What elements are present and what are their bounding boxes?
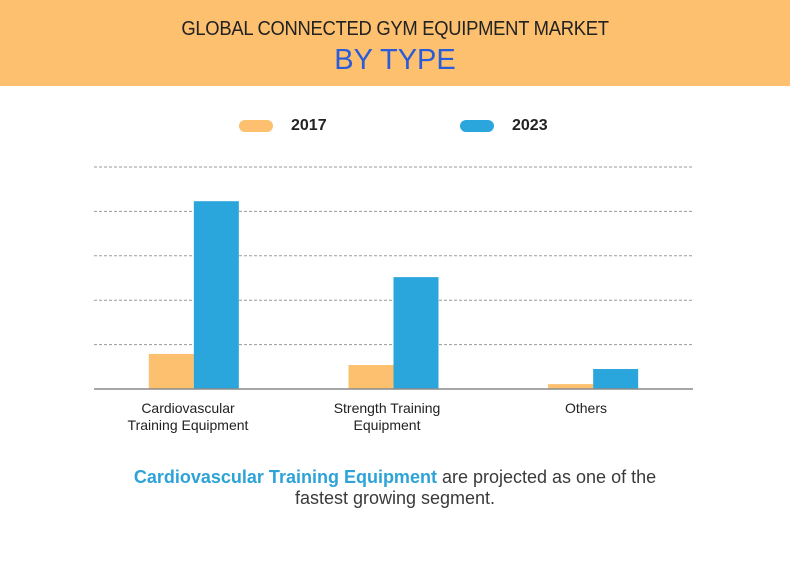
legend-swatch-2023: [460, 120, 494, 132]
caption-line-2: fastest growing segment.: [294, 488, 496, 508]
bar-2023: [593, 369, 639, 389]
caption-text: Cardiovascular Training Equipment are pr…: [60, 467, 730, 509]
caption-line-1: Cardiovascular Training Equipment are pr…: [60, 467, 730, 488]
bar-2017: [148, 353, 194, 389]
caption-rest: are projected as one of the: [436, 467, 657, 487]
bar-2017: [348, 365, 394, 389]
category-label-line: Cardiovascular: [141, 400, 235, 416]
legend-label-2017: 2017: [291, 117, 327, 134]
category-label-line: Others: [564, 400, 607, 416]
caption-highlight: Cardiovascular Training Equipment: [133, 467, 437, 487]
category-label-cardio: Cardiovascular Training Equipment: [98, 400, 278, 434]
chart-title: GLOBAL CONNECTED GYM EQUIPMENT MARKET: [181, 18, 609, 40]
category-label-line: Strength Training: [333, 400, 441, 416]
category-label-line: Equipment: [353, 417, 421, 433]
legend-item-2023: 2023: [460, 116, 548, 136]
category-label-strength: Strength Training Equipment: [297, 400, 477, 434]
header-banner: GLOBAL CONNECTED GYM EQUIPMENT MARKET BY…: [0, 0, 790, 86]
chart-subtitle: BY TYPE: [334, 44, 456, 76]
category-label-others: Others: [496, 400, 676, 417]
bar-2017: [548, 384, 594, 389]
bar-2023: [393, 277, 439, 389]
legend-label-2023: 2023: [512, 117, 548, 134]
legend-swatch-2017: [239, 120, 273, 132]
category-label-line: Training Equipment: [127, 417, 249, 433]
legend-item-2017: 2017: [239, 116, 327, 136]
bar-2023: [193, 201, 239, 389]
